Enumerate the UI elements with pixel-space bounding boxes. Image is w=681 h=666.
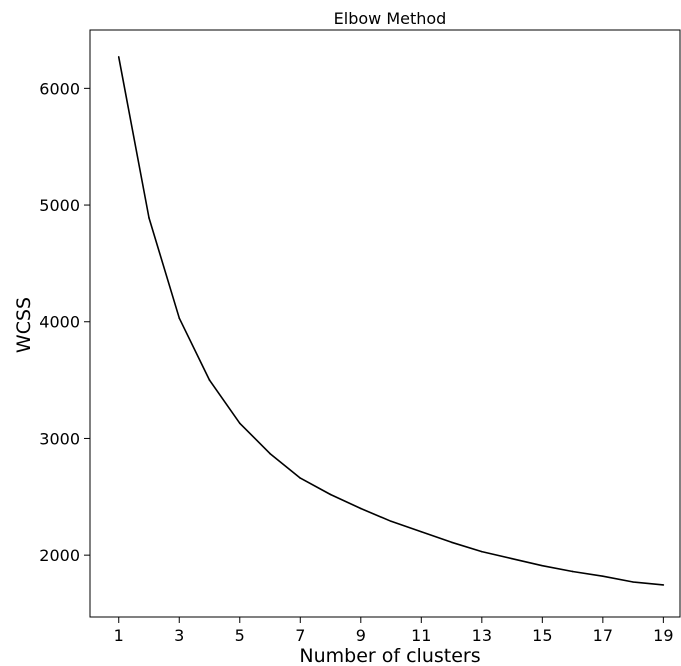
- x-tick-label: 5: [235, 626, 245, 645]
- data-point: [359, 507, 362, 510]
- series-group: [117, 56, 665, 586]
- y-tick-label: 4000: [39, 313, 80, 332]
- x-tick-label: 17: [593, 626, 613, 645]
- data-point: [602, 575, 604, 577]
- data-point: [662, 584, 665, 586]
- y-tick-label: 3000: [39, 429, 80, 448]
- data-point: [450, 541, 453, 544]
- y-tick-label: 6000: [39, 79, 80, 98]
- x-tick-label: 1: [114, 626, 124, 645]
- data-point: [148, 217, 150, 219]
- data-point: [299, 477, 302, 479]
- y-axis-ticks: 2000 3000 4000 5000 6000: [39, 79, 90, 565]
- x-tick-label: 19: [653, 626, 673, 645]
- data-point: [117, 56, 120, 58]
- data-point: [571, 570, 574, 573]
- data-point: [208, 379, 211, 381]
- chart-title: Elbow Method: [334, 9, 447, 28]
- data-point: [420, 531, 423, 533]
- data-point: [390, 520, 392, 523]
- data-point: [178, 317, 181, 320]
- data-point: [481, 550, 483, 553]
- data-point: [632, 581, 634, 583]
- x-axis-label: Number of clusters: [299, 645, 480, 666]
- x-tick-label: 13: [472, 626, 492, 645]
- y-tick-label: 5000: [39, 196, 80, 215]
- x-axis-ticks: 1 3 5 7 9 11 13 15 17 19: [114, 617, 674, 645]
- data-point: [238, 422, 241, 425]
- plot-area: [89, 29, 681, 618]
- data-point: [541, 564, 544, 567]
- x-tick-label: 3: [174, 626, 184, 645]
- x-tick-label: 15: [532, 626, 552, 645]
- data-point: [511, 557, 513, 560]
- x-tick-label: 9: [356, 626, 366, 645]
- x-tick-label: 11: [411, 626, 431, 645]
- y-axis-label: WCSS: [13, 297, 35, 353]
- series-line: [117, 56, 664, 586]
- y-tick-label: 2000: [39, 546, 80, 565]
- x-tick-label: 7: [295, 626, 305, 645]
- data-point: [269, 452, 271, 455]
- data-point: [329, 493, 332, 496]
